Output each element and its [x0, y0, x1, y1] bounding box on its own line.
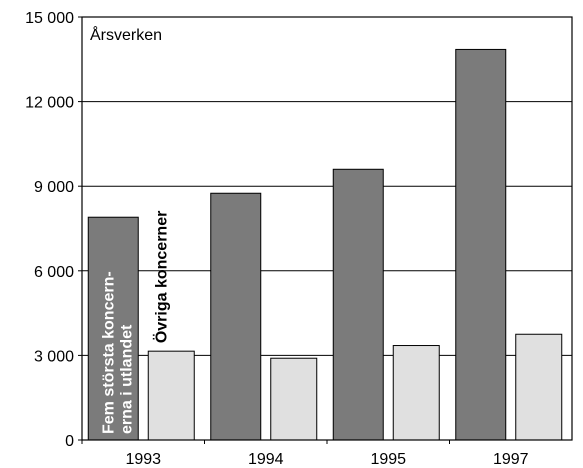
x-tick-label: 1993: [125, 451, 161, 468]
bar: [147, 350, 195, 441]
y-tick-label: 9 000: [34, 179, 74, 196]
legend-label-line: Fem största koncern-: [100, 271, 117, 434]
bar: [332, 168, 384, 441]
y-tick-label: 15 000: [25, 10, 74, 27]
legend-label-line: erna i utlandet: [118, 324, 135, 434]
bar: [270, 357, 318, 441]
y-tick-label: 6 000: [34, 264, 74, 281]
x-tick-label: 1995: [370, 451, 406, 468]
legend-label: Fem största koncern-erna i utlandet: [100, 271, 135, 434]
bar: [515, 333, 563, 441]
annotation: Årsverken: [90, 25, 162, 44]
y-tick-label: 12 000: [25, 95, 74, 112]
bar: [210, 192, 262, 441]
x-tick-label: 1994: [248, 451, 284, 468]
y-tick-label: 3 000: [34, 348, 74, 365]
bar: [392, 345, 440, 441]
x-tick-label: 1997: [493, 451, 529, 468]
y-tick-label: 0: [65, 433, 74, 450]
bar: [455, 48, 507, 441]
legend-label: Övriga koncerner: [151, 211, 170, 344]
plot-frame: [81, 16, 573, 441]
